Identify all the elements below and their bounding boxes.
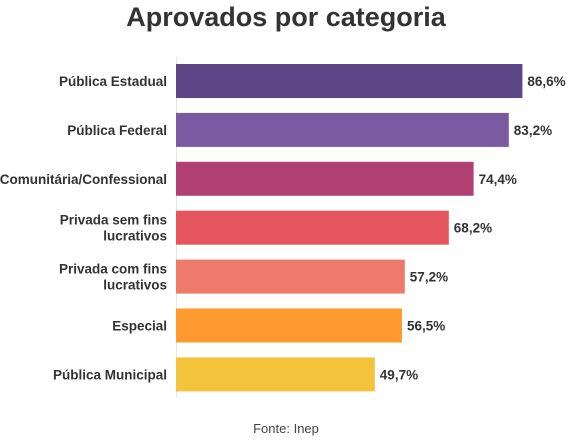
category-label-2: Comunitária/Confessional: [0, 172, 167, 187]
bar-4: [176, 259, 405, 294]
value-label-5: 56,5%: [407, 319, 445, 334]
category-label-0: Pública Estadual: [59, 74, 167, 89]
value-label-2: 74,4%: [479, 172, 517, 187]
value-label-3: 68,2%: [454, 221, 492, 236]
source-note: Fonte: Inep: [253, 421, 319, 436]
bar-3: [176, 210, 449, 245]
bar-6: [176, 357, 375, 392]
bars-group: Pública Estadual 86,6% Pública Federal 83,2…: [0, 64, 566, 392]
category-label-6: Pública Municipal: [53, 367, 167, 382]
bar-0: [176, 64, 523, 98]
bar-2: [176, 161, 474, 196]
value-label-0: 86,6%: [527, 74, 565, 89]
value-label-1: 83,2%: [514, 123, 552, 138]
value-label-4: 57,2%: [410, 270, 448, 285]
category-label-1: Pública Federal: [67, 123, 167, 138]
value-label-6: 49,7%: [380, 367, 418, 382]
category-label-5: Especial: [112, 319, 167, 334]
chart-title: Aprovados por categoria: [126, 2, 446, 32]
category-label-4: Privada com fins lucrativos: [59, 262, 167, 293]
category-label-3: Privada sem fins lucrativos: [60, 213, 167, 244]
bar-5: [176, 308, 402, 343]
bar-1: [176, 112, 509, 147]
